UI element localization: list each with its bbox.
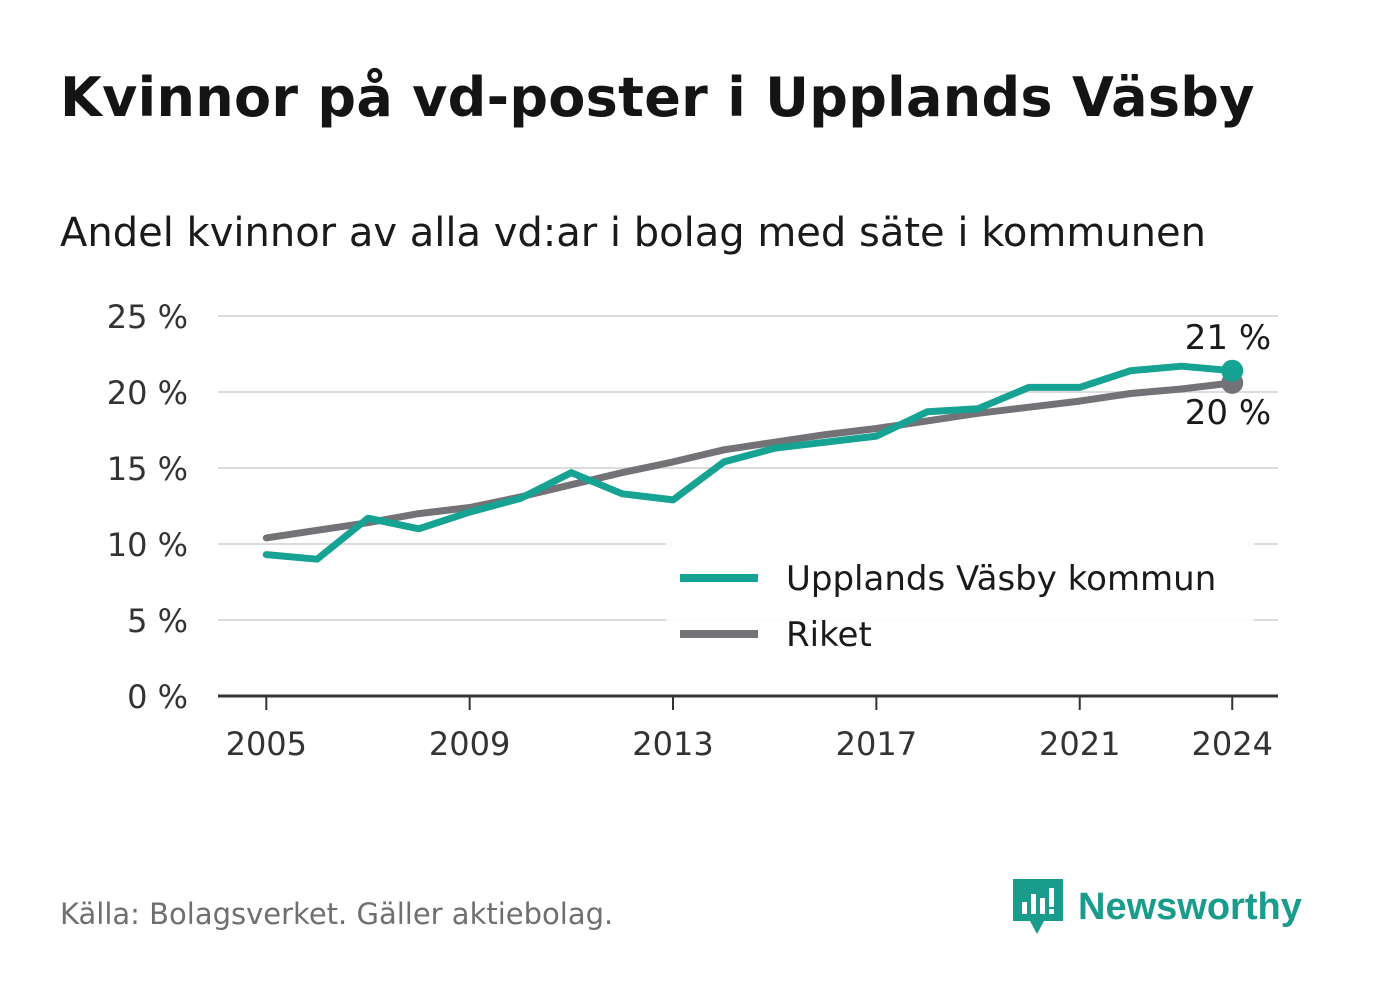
x-tick-label: 2024	[1192, 725, 1273, 763]
newsworthy-logo-icon	[1013, 879, 1063, 934]
chart-subtitle: Andel kvinnor av alla vd:ar i bolag med …	[60, 210, 1206, 256]
end-label-riket: 20 %	[1185, 393, 1271, 433]
legend-label: Upplands Väsby kommun	[786, 559, 1216, 599]
y-tick-label: 15 %	[107, 450, 188, 488]
y-tick-label: 10 %	[107, 526, 188, 564]
x-tick-label: 2013	[632, 725, 713, 763]
y-tick-label: 5 %	[127, 602, 188, 640]
series-line-upplands-vasby	[262, 362, 1236, 563]
end-point-upplands-vasby	[1221, 359, 1244, 382]
end-label-upplands-vasby: 21 %	[1185, 318, 1271, 358]
brand-logo: Newsworthy	[1010, 876, 1302, 938]
x-tick-label: 2005	[226, 725, 307, 763]
brand-name: Newsworthy	[1078, 885, 1302, 928]
y-tick-label: 0 %	[127, 678, 188, 716]
y-tick-label: 25 %	[107, 298, 188, 336]
series-line-riket	[262, 379, 1236, 542]
x-tick-label: 2021	[1039, 725, 1120, 763]
source-note: Källa: Bolagsverket. Gäller aktiebolag.	[60, 897, 614, 931]
y-tick-label: 20 %	[107, 374, 188, 412]
x-tick-label: 2009	[429, 725, 510, 763]
legend-box	[666, 542, 1254, 660]
x-tick-label: 2017	[836, 725, 917, 763]
chart-title: Kvinnor på vd-poster i Upplands Väsby	[60, 66, 1255, 129]
legend-label: Riket	[786, 615, 872, 655]
